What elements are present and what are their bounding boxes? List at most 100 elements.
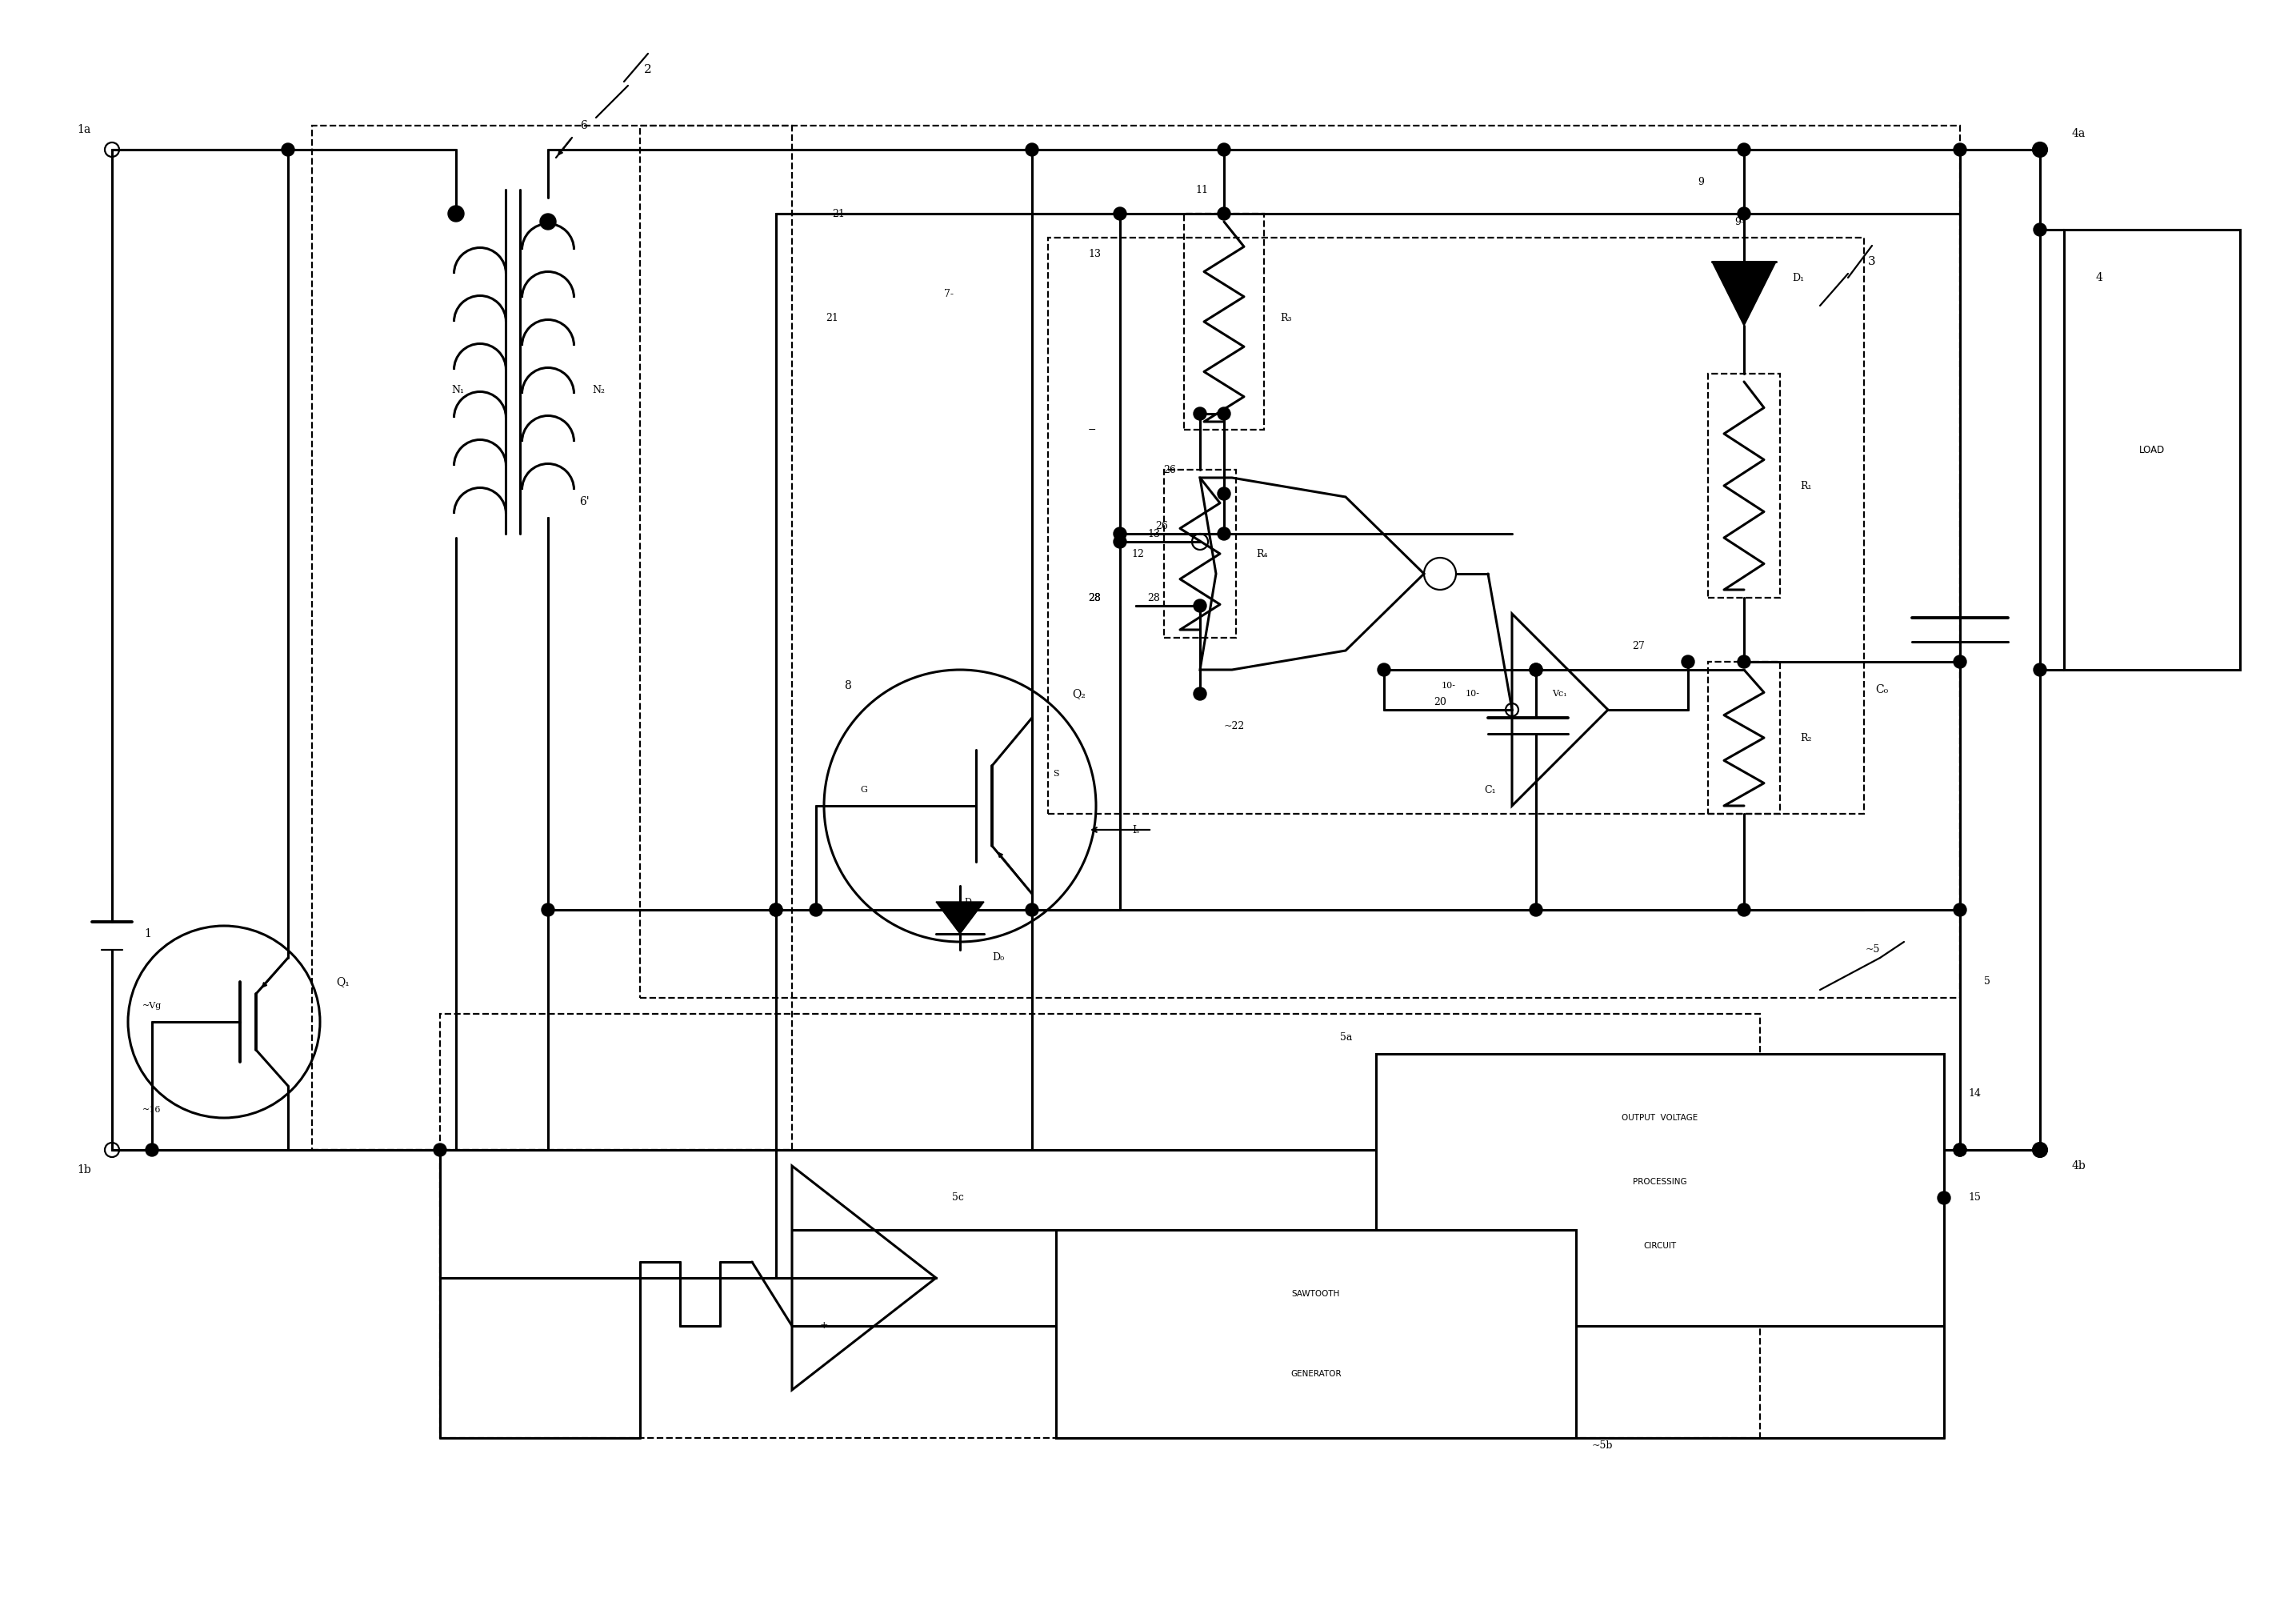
Text: 15: 15: [1968, 1193, 1981, 1202]
Text: R₂: R₂: [1800, 733, 1812, 742]
Text: 12: 12: [1132, 549, 1143, 558]
Text: S: S: [1054, 770, 1058, 778]
Text: 10-: 10-: [1442, 681, 1456, 689]
Text: SAWTOOTH: SAWTOOTH: [1293, 1290, 1341, 1298]
Text: 5c: 5c: [953, 1193, 964, 1202]
Text: 6: 6: [581, 119, 588, 131]
Bar: [1164, 470, 1235, 638]
Circle shape: [1114, 536, 1127, 549]
Circle shape: [1217, 407, 1231, 420]
Text: 28: 28: [1148, 592, 1159, 604]
Text: 7-: 7-: [944, 289, 953, 299]
Text: 1b: 1b: [76, 1164, 92, 1175]
Circle shape: [1217, 207, 1231, 220]
Text: 27: 27: [1632, 641, 1644, 650]
Text: 28: 28: [1088, 592, 1100, 604]
Text: 28: 28: [1088, 592, 1100, 604]
Circle shape: [810, 904, 822, 917]
Text: D₀: D₀: [992, 952, 1003, 964]
Circle shape: [1738, 144, 1750, 157]
Text: N₁: N₁: [452, 384, 464, 395]
Text: 11: 11: [1196, 184, 1208, 195]
Circle shape: [2034, 1143, 2046, 1156]
Text: 8: 8: [845, 679, 852, 691]
Circle shape: [1114, 528, 1127, 541]
Text: C₁: C₁: [1483, 784, 1497, 796]
Circle shape: [769, 904, 783, 917]
Text: 14: 14: [1968, 1089, 1981, 1099]
Circle shape: [448, 205, 464, 221]
Circle shape: [542, 904, 553, 917]
Circle shape: [2034, 663, 2046, 676]
Text: G: G: [861, 786, 868, 794]
Circle shape: [1217, 528, 1231, 541]
Circle shape: [1738, 904, 1750, 917]
Text: 9-: 9-: [1733, 216, 1745, 228]
Circle shape: [434, 1143, 445, 1156]
Text: 5: 5: [1984, 976, 1991, 988]
Text: R₄: R₄: [1256, 549, 1267, 558]
Text: 5a: 5a: [1339, 1033, 1352, 1043]
Text: Q₁: Q₁: [335, 976, 349, 988]
Circle shape: [1114, 207, 1127, 220]
Bar: [1708, 374, 1779, 597]
Text: 20: 20: [1433, 697, 1446, 707]
Circle shape: [1194, 688, 1205, 700]
Circle shape: [145, 1143, 158, 1156]
Text: 21: 21: [827, 313, 838, 323]
Text: 4: 4: [2096, 273, 2103, 284]
Text: CIRCUIT: CIRCUIT: [1644, 1241, 1676, 1249]
Text: 3: 3: [1869, 257, 1876, 268]
Text: 26: 26: [1164, 465, 1176, 475]
Text: R₁: R₁: [1800, 481, 1812, 491]
Bar: [1708, 662, 1779, 813]
Circle shape: [1954, 655, 1965, 668]
Text: 4b: 4b: [2071, 1160, 2087, 1172]
Bar: [1056, 1230, 1575, 1438]
Text: Q₂: Q₂: [1072, 688, 1086, 699]
Text: 2: 2: [645, 65, 652, 76]
Text: 4a: 4a: [2071, 128, 2085, 139]
Bar: [1185, 213, 1265, 429]
Text: 6': 6': [579, 495, 590, 507]
Circle shape: [282, 144, 294, 157]
Circle shape: [1026, 144, 1038, 157]
Text: PROCESSING: PROCESSING: [1632, 1178, 1688, 1186]
Text: 21: 21: [831, 208, 845, 220]
Text: 13: 13: [1088, 249, 1100, 258]
Text: R₃: R₃: [1279, 313, 1293, 323]
Circle shape: [1681, 655, 1694, 668]
Text: +: +: [820, 1320, 829, 1332]
Circle shape: [1217, 144, 1231, 157]
Circle shape: [1954, 144, 1965, 157]
Circle shape: [2034, 144, 2046, 157]
Bar: [312, 126, 792, 1149]
Bar: [1047, 237, 1864, 813]
Text: ~5: ~5: [1864, 944, 1880, 955]
Circle shape: [1954, 904, 1965, 917]
Text: 26: 26: [1155, 521, 1169, 531]
Text: ~Vg: ~Vg: [142, 1002, 161, 1010]
Circle shape: [1954, 1143, 1965, 1156]
Circle shape: [769, 904, 783, 917]
Circle shape: [1194, 599, 1205, 612]
Circle shape: [1738, 207, 1750, 220]
Circle shape: [1529, 663, 1543, 676]
Text: C₀: C₀: [1876, 684, 1887, 696]
Bar: [2064, 229, 2241, 670]
Text: 9: 9: [1697, 176, 1704, 187]
Text: ~22: ~22: [1224, 720, 1244, 731]
Circle shape: [1529, 904, 1543, 917]
Circle shape: [1954, 1143, 1965, 1156]
Text: ~16: ~16: [142, 1106, 161, 1114]
Bar: [441, 1014, 1761, 1438]
Circle shape: [1378, 663, 1391, 676]
Text: −: −: [1088, 424, 1097, 434]
Text: 10-: 10-: [1465, 689, 1481, 697]
Circle shape: [1217, 487, 1231, 500]
Text: 13: 13: [1148, 528, 1159, 539]
Text: D₁: D₁: [1791, 273, 1805, 282]
Circle shape: [1529, 663, 1543, 676]
Circle shape: [1738, 655, 1750, 668]
Circle shape: [540, 213, 556, 229]
